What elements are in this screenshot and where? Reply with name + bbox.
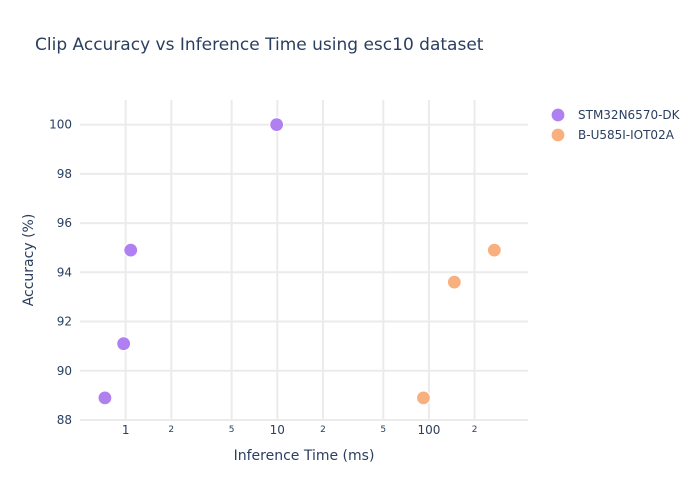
legend: STM32N6570-DK B-U585I-IOT02A xyxy=(550,107,681,143)
y-tick-label: 94 xyxy=(57,265,72,279)
x-minor-tick-label: 5 xyxy=(229,425,235,435)
x-minor-tick-label: 2 xyxy=(472,425,478,435)
y-tick-label: 98 xyxy=(57,167,72,181)
legend-label: STM32N6570-DK xyxy=(578,108,681,122)
data-point xyxy=(269,117,285,133)
x-tick-label: 100 xyxy=(417,423,440,437)
y-tick-label: 100 xyxy=(49,118,72,132)
y-axis-title: Accuracy (%) xyxy=(21,214,37,307)
y-tick-label: 88 xyxy=(57,413,72,427)
plot-area: 88 90 92 94 96 98 100 2 5 2 5 2 1 10 100 xyxy=(49,100,528,437)
chart-title: Clip Accuracy vs Inference Time using es… xyxy=(35,35,484,55)
x-tick-label: 10 xyxy=(270,423,285,437)
data-point xyxy=(97,390,113,406)
x-axis-title: Inference Time (ms) xyxy=(234,448,375,464)
legend-marker xyxy=(550,107,566,123)
legend-marker xyxy=(550,127,566,143)
data-point xyxy=(486,242,502,258)
data-point xyxy=(123,242,139,258)
legend-label: B-U585I-IOT02A xyxy=(578,128,675,142)
x-minor-tick-label: 2 xyxy=(168,425,174,435)
data-point xyxy=(446,274,462,290)
x-minor-tick-label: 2 xyxy=(320,425,326,435)
y-tick-label: 90 xyxy=(57,364,72,378)
x-minor-tick-label: 5 xyxy=(380,425,386,435)
plot-background xyxy=(80,100,528,420)
y-tick-label: 92 xyxy=(57,315,72,329)
data-point xyxy=(116,336,132,352)
y-tick-label: 96 xyxy=(57,216,72,230)
x-tick-label: 1 xyxy=(122,423,130,437)
data-point xyxy=(415,390,432,406)
